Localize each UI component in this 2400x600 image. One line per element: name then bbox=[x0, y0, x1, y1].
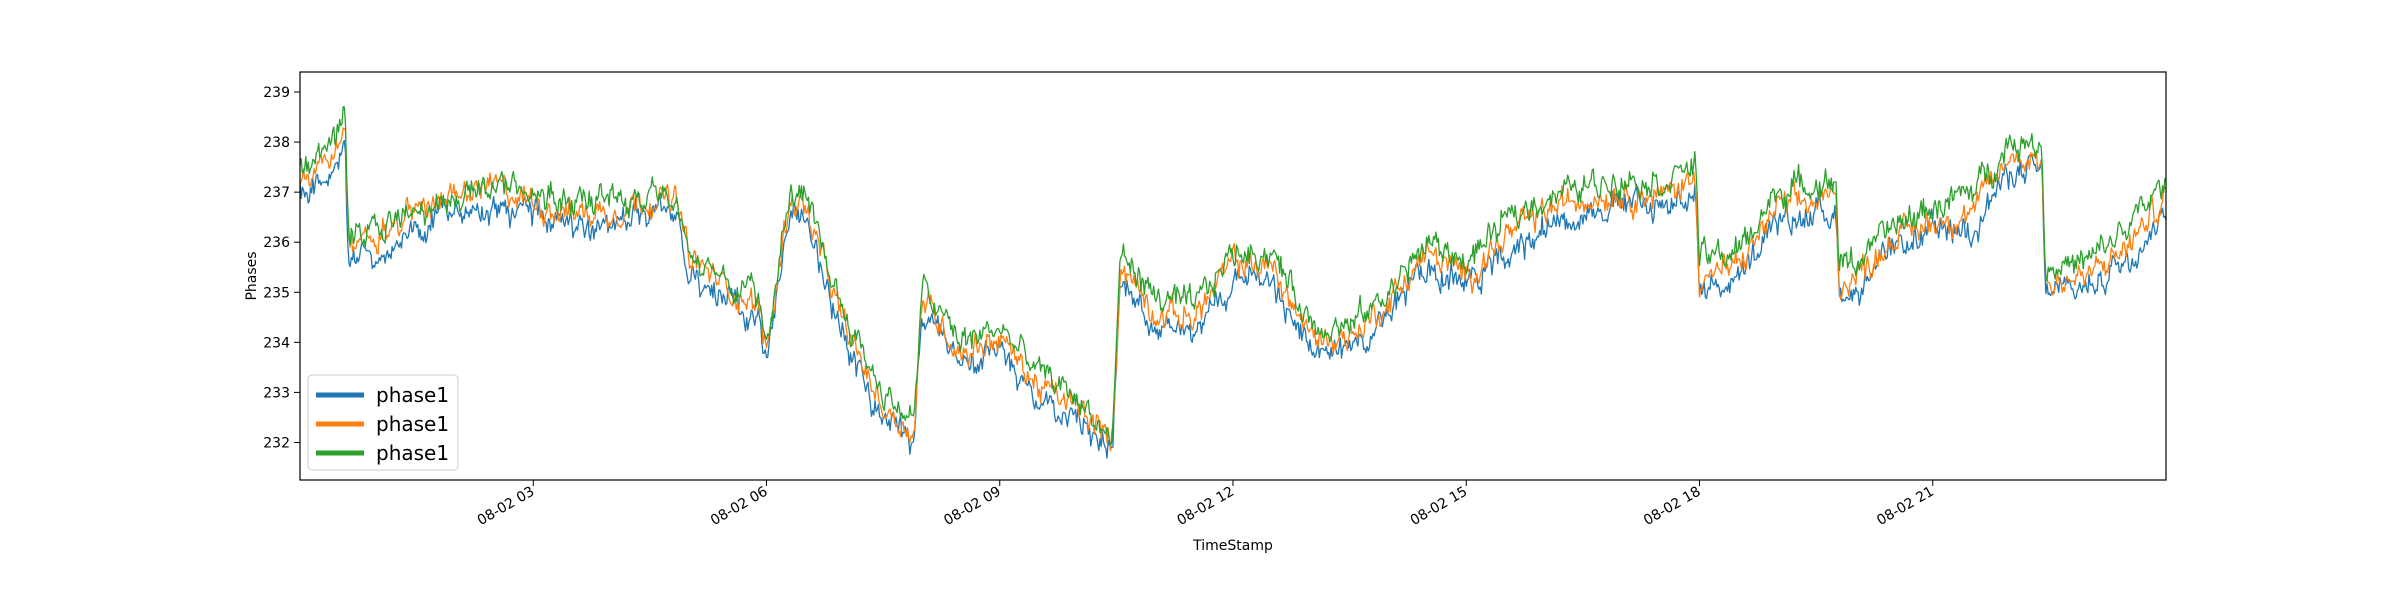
x-axis-title: TimeStamp bbox=[1192, 538, 1273, 554]
y-tick-label: 237 bbox=[263, 185, 290, 201]
y-axis-title: Phases bbox=[244, 251, 260, 300]
y-tick-label: 234 bbox=[263, 335, 290, 351]
x-tick-label: 08-02 15 bbox=[1408, 484, 1471, 529]
x-tick-label: 08-02 09 bbox=[941, 484, 1004, 529]
y-tick-label: 238 bbox=[263, 135, 290, 151]
legend-box bbox=[307, 374, 459, 471]
legend: phase1 phase1 phase1 bbox=[307, 374, 459, 471]
series-line-1 bbox=[299, 139, 2167, 459]
y-tick-label: 233 bbox=[263, 385, 290, 401]
y-tick-label: 235 bbox=[263, 285, 290, 301]
x-tick-label: 08-02 03 bbox=[475, 484, 538, 529]
y-tick-label: 239 bbox=[263, 85, 290, 101]
x-tick-label: 08-02 18 bbox=[1641, 484, 1704, 529]
series-line-3 bbox=[299, 105, 2167, 446]
x-tick-label: 08-02 21 bbox=[1874, 484, 1937, 529]
y-tick-label: 232 bbox=[263, 435, 290, 451]
y-tick-label: 236 bbox=[263, 235, 290, 251]
y-axis: 232 233 234 235 236 237 238 239 bbox=[263, 85, 300, 451]
plot-frame bbox=[299, 71, 2167, 481]
legend-label: phase1 bbox=[376, 383, 449, 407]
x-axis: 08-02 03 08-02 06 08-02 09 08-02 12 08-02 15… bbox=[475, 480, 1937, 529]
x-tick-label: 08-02 06 bbox=[708, 484, 771, 529]
series-layer bbox=[299, 105, 2167, 459]
legend-label: phase1 bbox=[376, 441, 449, 465]
x-tick-label: 08-02 12 bbox=[1174, 484, 1237, 529]
legend-label: phase1 bbox=[376, 412, 449, 436]
series-line-2 bbox=[299, 127, 2167, 452]
